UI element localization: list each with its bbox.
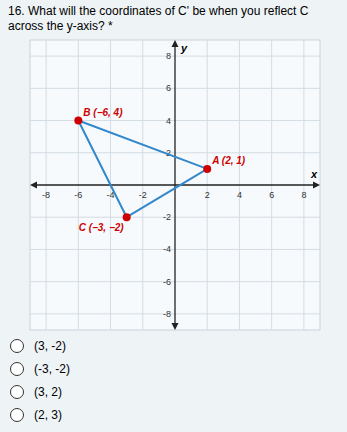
point [203, 165, 211, 173]
axis-arrow [172, 40, 179, 47]
axis-arrow [30, 182, 37, 189]
radio-button[interactable] [10, 385, 24, 399]
choice[interactable]: (3, -2) [10, 336, 66, 356]
axis-arrow [172, 323, 179, 330]
choice[interactable]: (2, 3) [10, 405, 62, 425]
x-tick-label: 4 [237, 190, 242, 200]
x-tick-label: -6 [74, 190, 82, 200]
x-tick-label: 8 [301, 190, 306, 200]
point-label: C (−3, −2) [79, 222, 125, 233]
point-label: B (−6, 4) [83, 107, 123, 118]
radio-button[interactable] [10, 408, 24, 422]
y-axis-label: y [180, 42, 188, 54]
y-tick-label: 4 [166, 116, 171, 126]
y-tick-label: -8 [163, 309, 171, 319]
y-tick-label: 8 [166, 51, 171, 61]
choice-label[interactable]: (3, -2) [34, 339, 66, 353]
choice-label[interactable]: (3, 2) [34, 385, 62, 399]
point-label: A (2, 1) [211, 155, 246, 166]
plot: -8-6-4-22468-8-6-4-22468xyB (−6, 4)A (2,… [0, 36, 347, 336]
title: 16. What will the coordinates of C' be w… [8, 4, 339, 34]
x-tick-label: 6 [269, 190, 274, 200]
x-tick-label: -2 [139, 190, 147, 200]
point [123, 213, 131, 221]
y-tick-label: -6 [163, 277, 171, 287]
choice[interactable]: (3, 2) [10, 382, 62, 402]
plot-area [30, 40, 320, 330]
radio-button[interactable] [10, 362, 24, 376]
y-tick-label: 6 [166, 83, 171, 93]
axis-arrow [313, 182, 320, 189]
y-axis [174, 46, 175, 324]
x-tick-label: -8 [42, 190, 50, 200]
choice[interactable]: (-3, -2) [10, 359, 70, 379]
y-tick-label: -4 [163, 244, 171, 254]
x-tick-label: 2 [205, 190, 210, 200]
point [74, 117, 82, 125]
radio-button[interactable] [10, 339, 24, 353]
triangle [78, 121, 207, 218]
data-layer [74, 117, 211, 222]
choice-label[interactable]: (-3, -2) [34, 362, 70, 376]
x-axis-label: x [310, 168, 318, 180]
y-tick-label: -2 [163, 212, 171, 222]
choice-label[interactable]: (2, 3) [34, 408, 62, 422]
